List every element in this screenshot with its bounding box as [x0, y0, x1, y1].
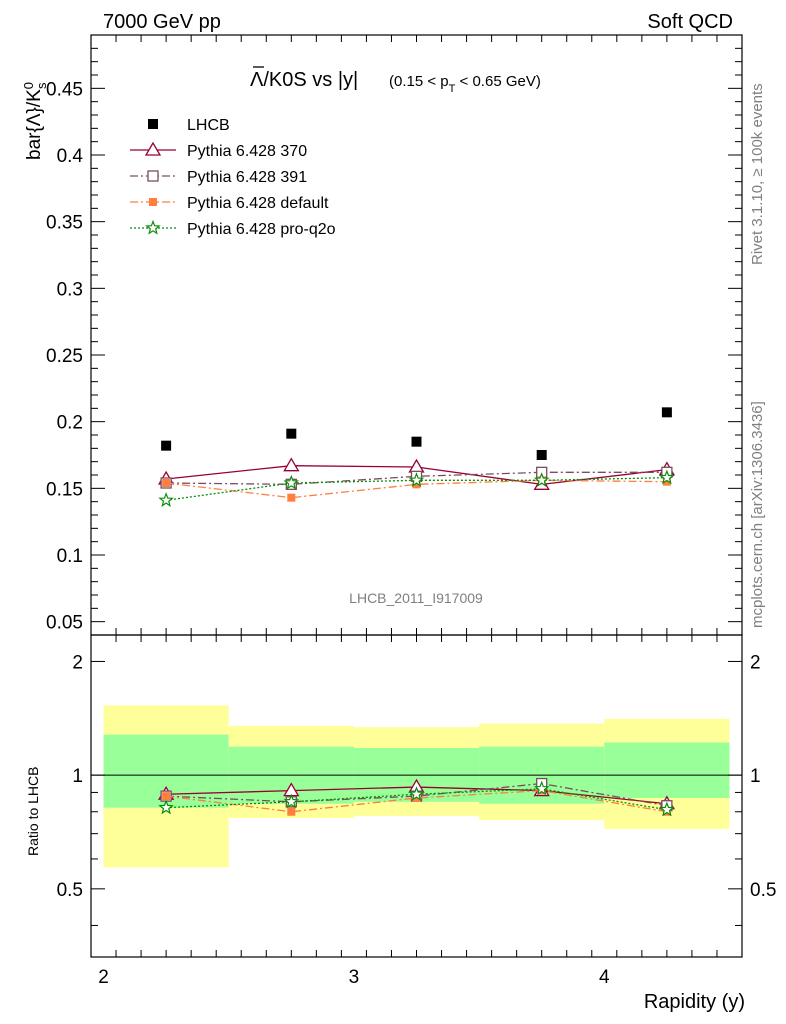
legend-marker-pdefault	[149, 198, 157, 206]
point-pdefault	[662, 477, 671, 486]
series-line-pq2o	[166, 477, 667, 501]
legend-item-pdefault: Pythia 6.428 default	[130, 195, 329, 212]
ratio-y-tick-label: 1	[72, 766, 83, 787]
point-lhcb	[661, 407, 672, 418]
legend-item-lhcb: LHCB	[148, 117, 230, 134]
legend-marker-p391	[147, 170, 159, 182]
point-pq2o	[659, 469, 675, 485]
point-p370	[408, 458, 425, 473]
point-pq2o	[283, 474, 300, 490]
main-y-tick-label: 0.2	[57, 413, 83, 434]
plot-title: Λ/K0S vs |y|	[250, 69, 358, 91]
main-y-label-text: bar{Λ}/K	[24, 89, 45, 160]
main-y-tick-label: 0.25	[46, 346, 83, 367]
legend-label-lhcb: LHCB	[187, 117, 230, 134]
ratio-point-pdefault	[162, 792, 171, 801]
ratio-y-tick-label-right: 0.5	[750, 880, 776, 901]
main-y-tick-label: 0.4	[57, 146, 84, 167]
point-lhcb	[286, 428, 297, 439]
legend-marker-pq2o	[145, 219, 161, 235]
point-pdefault	[162, 479, 171, 487]
legend: LHCB Pythia 6.428 370 Pythia 6.428 391 Pyth…	[130, 117, 336, 238]
point-lhcb	[411, 436, 422, 447]
title-cut-prefix: (0.15 < p	[389, 73, 449, 90]
header-left: 7000 GeV pp	[103, 11, 221, 33]
ratio-y-axis-label: Ratio to LHCB	[25, 767, 41, 856]
point-pq2o	[158, 492, 174, 507]
point-pdefault	[412, 480, 421, 489]
ratio-series-pq2o	[158, 780, 675, 817]
legend-item-p391: Pythia 6.428 391	[130, 169, 307, 186]
legend-label-p370: Pythia 6.428 370	[187, 143, 307, 160]
ratio-point-pdefault	[287, 807, 296, 816]
ratio-point-pq2o	[283, 793, 300, 809]
point-pq2o	[408, 472, 425, 487]
x-tick-label: 3	[349, 967, 360, 988]
main-y-tick-label: 0.1	[57, 546, 83, 567]
x-tick-label: 4	[599, 967, 610, 988]
ratio-y-tick-label: 2	[72, 652, 83, 673]
mcplots-label: mcplots.cern.ch [arXiv:1306.3436]	[749, 401, 766, 628]
x-tick-label: 2	[98, 967, 109, 988]
legend-marker-lhcb	[148, 119, 158, 129]
analysis-watermark: LHCB_2011_I917009	[349, 590, 483, 606]
ratio-plot-series	[157, 777, 676, 817]
main-y-tick-label: 0.45	[46, 79, 83, 100]
ratio-point-pq2o	[408, 786, 425, 801]
main-y-tick-label: 0.3	[57, 279, 83, 300]
main-y-tick-label: 0.05	[46, 613, 83, 634]
main-y-axis-label: bar{Λ}/K0s	[21, 82, 49, 160]
legend-label-p391: Pythia 6.428 391	[187, 169, 307, 186]
legend-item-p370: Pythia 6.428 370	[130, 141, 307, 160]
legend-item-pq2o: Pythia 6.428 pro-q2o	[130, 219, 336, 238]
main-y-tick-label: 0.35	[46, 213, 83, 234]
legend-label-pdefault: Pythia 6.428 default	[187, 195, 329, 212]
ratio-y-tick-label: 0.5	[57, 880, 83, 901]
series-lhcb	[161, 407, 672, 460]
ratio-y-tick-label-right: 1	[750, 766, 761, 787]
axis-tick-labels: 0.05 0.1 0.15 0.2 0.25 0.3 0.35 0.4 0.45 2 3 4 0.5 0.…	[46, 79, 776, 988]
x-axis-label: Rapidity (y)	[644, 991, 745, 1013]
ratio-point-pq2o	[659, 801, 675, 817]
series-pq2o	[158, 469, 675, 507]
rivet-version-label: Rivet 3.1.10, ≥ 100k events	[749, 83, 766, 265]
ratio-point-pdefault	[412, 793, 421, 802]
ratio-point-pq2o	[158, 799, 174, 815]
header-right: Soft QCD	[647, 11, 733, 33]
legend-label-pq2o: Pythia 6.428 pro-q2o	[187, 221, 336, 238]
main-y-label-sub: s	[34, 82, 49, 89]
main-y-label-sup: 0	[21, 82, 36, 89]
series-line-p391	[166, 471, 667, 485]
point-lhcb	[536, 450, 547, 460]
ratio-y-tick-label-right: 2	[750, 652, 761, 673]
legend-marker-p370	[144, 141, 162, 156]
plot-title-cut: (0.15 < pT < 0.65 GeV)	[389, 73, 541, 95]
main-y-tick-label: 0.15	[46, 479, 83, 500]
point-lhcb	[161, 440, 172, 451]
point-p370	[283, 457, 300, 472]
point-pdefault	[287, 493, 296, 502]
title-cut-sub: T	[449, 83, 456, 95]
ratio-line-p391	[166, 782, 667, 807]
point-pq2o	[533, 472, 550, 487]
ratio-point-pq2o	[533, 780, 550, 796]
main-plot-series	[157, 407, 676, 507]
title-cut-suffix: < 0.65 GeV)	[455, 73, 540, 90]
band-inner-bin-4	[604, 742, 730, 798]
